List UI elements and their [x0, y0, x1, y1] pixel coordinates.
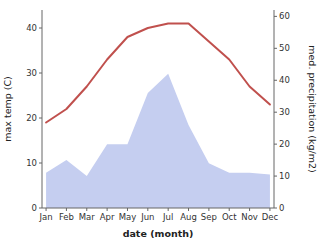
y-axis-title: max temp (C) [2, 76, 13, 142]
x-tick [86, 208, 87, 211]
x-tick [127, 208, 128, 211]
y2-axis-title: med. precipitation (kg/m2) [307, 45, 318, 172]
y2-tick-label: 20 [279, 139, 290, 149]
y2-tick [274, 176, 277, 177]
y2-tick-label: 30 [279, 107, 290, 117]
y-tick-label: 30 [26, 68, 37, 78]
y-tick-label: 0 [32, 203, 37, 213]
x-tick-label: Apr [100, 212, 115, 222]
x-tick-label: Feb [59, 212, 74, 222]
y2-tick-label: 60 [279, 11, 290, 21]
x-tick-label: Mar [79, 212, 96, 222]
y2-tick-label: 0 [279, 203, 284, 213]
y-axis-line [42, 10, 43, 208]
y2-tick [274, 80, 277, 81]
x-tick [46, 208, 47, 211]
x-tick-label: Jun [140, 212, 154, 222]
chart: 0 10 20 30 40 0 10 20 30 40 50 60 Jan Feb Mar Apr MayJun… [0, 0, 318, 242]
x-tick-label: Jul [162, 212, 173, 222]
y2-tick-label: 50 [279, 43, 290, 53]
x-tick [168, 208, 169, 211]
y-tick-label: 40 [26, 23, 37, 33]
x-tick [249, 208, 250, 211]
x-tick [147, 208, 148, 211]
x-tick [107, 208, 108, 211]
y2-tick [274, 208, 277, 209]
line [46, 24, 270, 123]
y-tick-label: 20 [26, 113, 37, 123]
x-axis-line [42, 208, 274, 209]
y2-tick [274, 144, 277, 145]
x-tick-label: Nov [241, 212, 258, 222]
x-tick-label: Jan [39, 212, 53, 222]
y-tick-label: 10 [26, 158, 37, 168]
x-tick-label: Aug [180, 212, 197, 222]
y-tick [39, 208, 42, 209]
x-tick [208, 208, 209, 211]
x-tick [66, 208, 67, 211]
x-tick [188, 208, 189, 211]
y2-tick-label: 10 [279, 171, 290, 181]
y2-tick [274, 48, 277, 49]
y2-axis-line [274, 10, 275, 208]
x-tick-label: May [119, 212, 137, 222]
y2-tick [274, 112, 277, 113]
y-tick [39, 73, 42, 74]
x-tick [269, 208, 270, 211]
x-tick [229, 208, 230, 211]
y-tick [39, 28, 42, 29]
x-tick-label: Sep [201, 212, 217, 222]
plot-area [46, 24, 270, 209]
y2-tick [274, 16, 277, 17]
y2-tick-label: 40 [279, 75, 290, 85]
y-tick [39, 163, 42, 164]
x-axis-title: date (month) [123, 228, 194, 239]
y-tick [39, 118, 42, 119]
x-tick-label: Oct [222, 212, 237, 222]
x-tick-label: Dec [262, 212, 279, 222]
